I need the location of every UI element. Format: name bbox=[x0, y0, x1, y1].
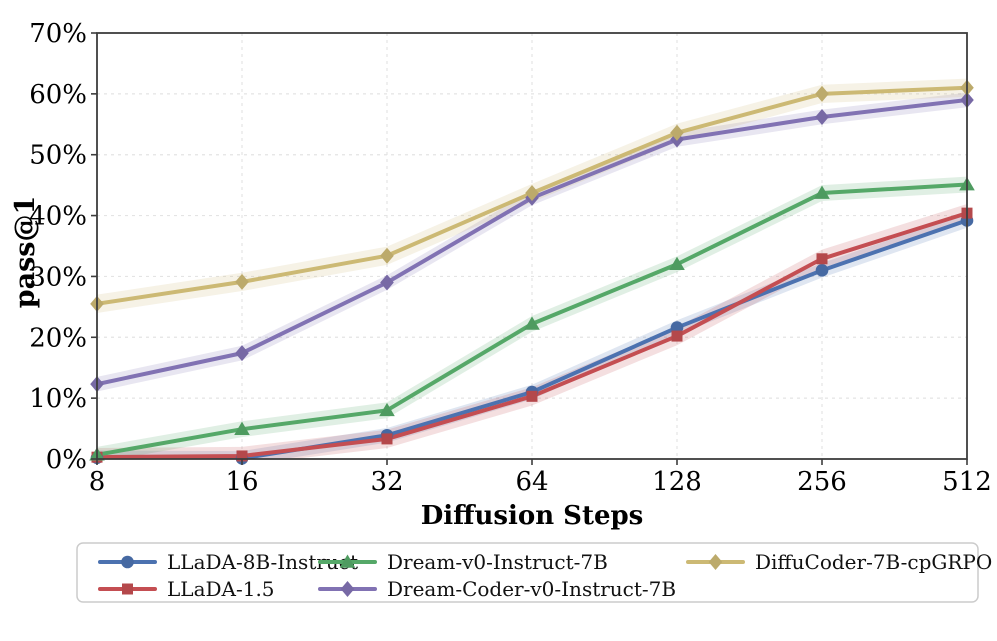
x-tick-labels: 8 16 32 64 128 256 512 bbox=[89, 467, 992, 497]
x-tick-label: 128 bbox=[652, 467, 702, 497]
legend-label-llada-1-5: LLaDA-1.5 bbox=[167, 577, 275, 601]
y-tick-labels: 0% 10% 20% 30% 40% 50% 60% 70% bbox=[29, 19, 87, 475]
y-tick-label: 40% bbox=[29, 202, 87, 232]
y-tick-label: 70% bbox=[29, 19, 87, 49]
marker-diffucoder-7b-cpgrpo bbox=[235, 273, 249, 290]
legend-marker-diffucoder-7b-cpgrpo bbox=[708, 554, 723, 570]
marker-llada-8b-instruct bbox=[815, 264, 829, 277]
marker-diffucoder-7b-cpgrpo bbox=[380, 247, 394, 264]
marker-dream-v0-instruct-7b bbox=[379, 402, 395, 417]
legend-marker-dream-coder-v0-instruct-7b bbox=[340, 581, 355, 597]
legend-marker-llada-1-5 bbox=[122, 583, 133, 595]
y-tick-label: 0% bbox=[46, 445, 87, 475]
marker-dream-v0-instruct-7b bbox=[234, 421, 250, 435]
y-tick-label: 30% bbox=[29, 262, 87, 292]
marker-dream-coder-v0-instruct-7b bbox=[815, 108, 829, 125]
marker-dream-v0-instruct-7b bbox=[669, 256, 685, 271]
y-tick-label: 10% bbox=[29, 384, 87, 414]
marker-dream-v0-instruct-7b bbox=[814, 185, 830, 199]
marker-llada-1-5 bbox=[671, 330, 683, 342]
marker-diffucoder-7b-cpgrpo bbox=[525, 185, 539, 202]
y-tick-label: 20% bbox=[29, 323, 87, 353]
marker-dream-coder-v0-instruct-7b bbox=[380, 274, 394, 291]
marker-diffucoder-7b-cpgrpo bbox=[815, 85, 829, 102]
x-tick-label: 16 bbox=[225, 467, 258, 497]
legend-marker-dream-v0-instruct-7b bbox=[339, 554, 356, 568]
legend-box bbox=[76, 542, 979, 603]
x-tick-label: 8 bbox=[89, 467, 106, 497]
legend-label-diffucoder-7b-cpgrpo: DiffuCoder-7B-cpGRPO bbox=[755, 550, 992, 574]
marker-llada-1-5 bbox=[816, 253, 828, 265]
marker-llada-1-5 bbox=[526, 390, 538, 402]
x-tick-label: 512 bbox=[942, 467, 992, 497]
x-axis-label: Diffusion Steps bbox=[421, 501, 644, 531]
confidence-band-dream-coder-v0-instruct-7b bbox=[97, 92, 967, 392]
legend-label-dream-v0-instruct-7b: Dream-v0-Instruct-7B bbox=[387, 550, 608, 574]
marker-dream-coder-v0-instruct-7b bbox=[235, 345, 249, 362]
legend-label-dream-coder-v0-instruct-7b: Dream-Coder-v0-Instruct-7B bbox=[387, 577, 676, 601]
y-axis-label: pass@1 bbox=[10, 196, 41, 309]
marker-llada-1-5 bbox=[381, 433, 393, 445]
x-tick-label: 256 bbox=[797, 467, 847, 497]
y-tick-label: 60% bbox=[29, 80, 87, 110]
x-tick-label: 32 bbox=[370, 467, 403, 497]
marker-llada-1-5 bbox=[236, 450, 248, 462]
legend-marker-llada-8b-instruct bbox=[121, 555, 134, 569]
axis-ticks bbox=[91, 32, 968, 465]
marker-dream-v0-instruct-7b bbox=[524, 316, 540, 330]
y-tick-label: 50% bbox=[29, 141, 87, 171]
x-tick-label: 64 bbox=[515, 467, 548, 497]
marker-diffucoder-7b-cpgrpo bbox=[670, 124, 684, 141]
legend: LLaDA-8B-InstructLLaDA-1.5Dream-v0-Instr… bbox=[76, 542, 992, 603]
